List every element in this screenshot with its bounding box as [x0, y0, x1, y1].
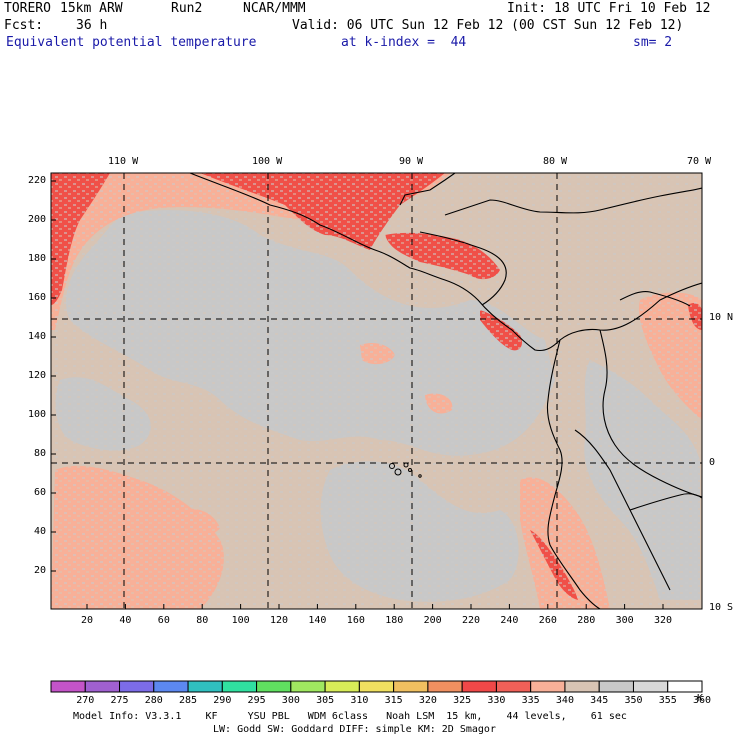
colorbar-level-label: 345 [590, 695, 609, 706]
y-tick-label: 40 [34, 526, 47, 537]
forecast-hour: 36 h [76, 18, 108, 33]
x-tick-label: 20 [81, 615, 94, 626]
x-tick-label: 260 [538, 615, 557, 626]
x-tick-label: 240 [500, 615, 519, 626]
colorbar-cell [632, 680, 669, 693]
y-tick-label: 20 [34, 565, 47, 576]
x-tick-label: 180 [385, 615, 404, 626]
lon-label-110w: 110 W [108, 156, 139, 167]
level-index: at k-index = 44 [341, 35, 467, 50]
y-tick-label: 140 [28, 331, 47, 342]
colorbar-level-label: 335 [521, 695, 540, 706]
colorbar-cell [461, 680, 497, 693]
colorbar-level-label: 290 [213, 695, 232, 706]
colorbar-level-label: 280 [144, 695, 163, 706]
colorbar-cell [153, 680, 189, 693]
colorbar-cell [187, 680, 223, 693]
latlon-grid [51, 173, 702, 609]
x-tick-label: 80 [196, 615, 209, 626]
colorbar-cell [667, 680, 703, 693]
x-tick-label: 300 [615, 615, 634, 626]
y-tick-label: 120 [28, 370, 47, 381]
model-name: TORERO [4, 1, 51, 16]
colorbar-unit: K [697, 693, 704, 704]
colorbar-level-label: 275 [110, 695, 129, 706]
colorbar-level-label: 285 [179, 695, 198, 706]
forecast-label: Fcst: [4, 18, 44, 33]
colorbar-cell [598, 680, 634, 693]
model-resolution: 15km ARW [60, 1, 123, 16]
y-tick-label: 60 [34, 487, 47, 498]
colorbar-level-label: 325 [453, 695, 472, 706]
y-tick-label: 200 [28, 214, 47, 225]
y-tick-label: 80 [34, 448, 47, 459]
colorbar-cell [290, 680, 326, 693]
colorbar-level-label: 350 [624, 695, 643, 706]
colorbar-level-label: 270 [76, 695, 95, 706]
lon-label-100w: 100 W [252, 156, 283, 167]
lon-label-80w: 80 W [543, 156, 568, 167]
lat-label-10n: 10 N [709, 312, 734, 323]
colorbar-cell [324, 680, 360, 693]
x-tick-label: 220 [462, 615, 481, 626]
colorbar-cell [119, 680, 155, 693]
colorbar-level-label: 295 [247, 695, 266, 706]
colorbar-cell [256, 680, 292, 693]
coastlines [189, 173, 702, 609]
physics-info: LW: Godd SW: Goddard DIFF: simple KM: 2D… [213, 724, 496, 735]
lon-label-90w: 90 W [399, 156, 424, 167]
x-tick-label: 140 [308, 615, 327, 626]
colorbar-level-label: 320 [418, 695, 437, 706]
colorbar-level-label: 330 [487, 695, 506, 706]
colorbar-cell [530, 680, 566, 693]
colorbar-cell [564, 680, 600, 693]
run-label: Run2 [171, 1, 203, 16]
organization-label: NCAR/MMM [243, 1, 306, 16]
y-tick-label: 180 [28, 253, 47, 264]
x-tick-label: 40 [119, 615, 132, 626]
colorbar-level-label: 315 [384, 695, 403, 706]
colorbar-cell [84, 680, 121, 693]
colorbar-cell [427, 680, 463, 693]
lat-label-10s: 10 S [709, 602, 734, 613]
lat-label-equator: 0 [709, 457, 716, 468]
init-time: Init: 18 UTC Fri 10 Feb 12 [507, 1, 711, 16]
colorbar-cell [221, 680, 258, 693]
x-tick-label: 320 [654, 615, 673, 626]
colorbar-level-label: 310 [350, 695, 369, 706]
x-tick-label: 120 [270, 615, 289, 626]
colorbar-cell [495, 680, 532, 693]
x-tick-label: 100 [231, 615, 250, 626]
y-tick-label: 100 [28, 409, 47, 420]
axis-ticks [51, 180, 664, 609]
valid-time: Valid: 06 UTC Sun 12 Feb 12 (00 CST Sun … [292, 18, 684, 33]
field-shading [51, 173, 702, 609]
colorbar-level-label: 360 [692, 695, 712, 706]
colorbar-level-label: 355 [658, 695, 677, 706]
colorbar-cell [50, 680, 86, 693]
model-info: Model Info: V3.3.1 KF YSU PBL WDM 6class… [73, 711, 627, 722]
colorbar-level-label: 340 [555, 695, 574, 706]
x-tick-label: 160 [346, 615, 365, 626]
colorbar-cell [393, 680, 429, 693]
x-tick-label: 280 [577, 615, 596, 626]
colorbar-cell [358, 680, 395, 693]
colorbar-level-label: 300 [281, 695, 300, 706]
x-tick-label: 60 [157, 615, 170, 626]
smoothing-label: sm= 2 [633, 35, 673, 50]
lon-label-70w: 70 W [687, 156, 712, 167]
map-frame [50, 172, 703, 610]
colorbar-level-label: 305 [316, 695, 335, 706]
field-name: Equivalent potential temperature [6, 35, 257, 50]
y-tick-label: 160 [28, 292, 47, 303]
x-tick-label: 200 [423, 615, 442, 626]
y-tick-label: 220 [28, 175, 47, 186]
